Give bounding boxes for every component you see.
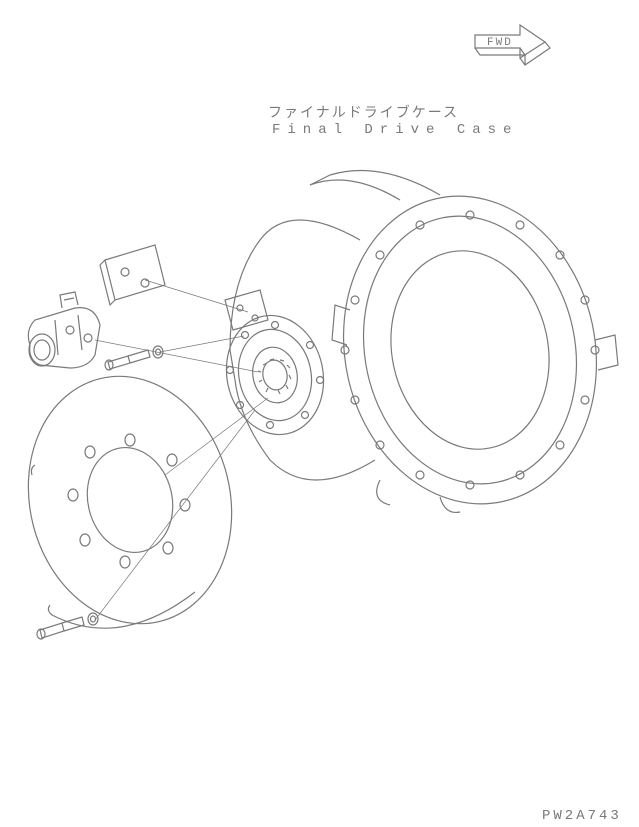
assembly-lines xyxy=(95,280,268,620)
fwd-arrow: FWD xyxy=(475,25,550,65)
mounting-bolt-disc xyxy=(37,613,98,639)
technical-diagram: FWD xyxy=(0,0,639,827)
brake-disc xyxy=(3,355,258,646)
fwd-text: FWD xyxy=(487,37,513,49)
drawing-id: PW2A743 xyxy=(542,808,622,824)
title-japanese: ファイナルドライブケース xyxy=(268,102,459,122)
mounting-bolt-caliper xyxy=(105,346,163,370)
final-drive-case-housing xyxy=(230,171,624,528)
title-english: Final Drive Case xyxy=(272,122,518,138)
